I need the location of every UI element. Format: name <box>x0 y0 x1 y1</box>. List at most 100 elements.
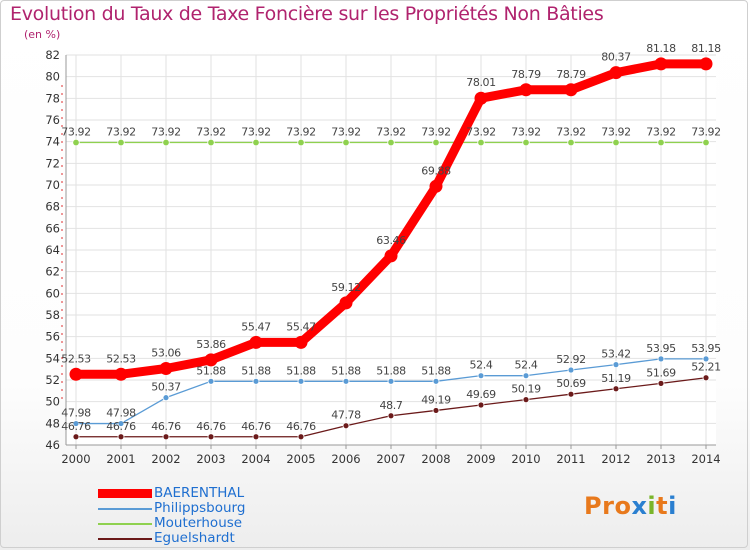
data-label-philippsbourg: 51.88 <box>421 364 451 377</box>
logo-letter: i <box>668 492 677 520</box>
data-point-baerenthal <box>114 367 128 381</box>
data-label-eguelshardt: 46.76 <box>151 420 181 433</box>
data-label-philippsbourg: 47.98 <box>106 407 136 420</box>
data-label-mouterhouse: 73.92 <box>331 126 361 139</box>
data-label-mouterhouse: 73.92 <box>556 126 586 139</box>
data-point-eguelshardt <box>117 433 125 441</box>
data-label-eguelshardt: 46.76 <box>196 420 226 433</box>
x-tick-label: 2009 <box>466 452 495 466</box>
data-point-eguelshardt <box>297 433 305 441</box>
logo-letter: P <box>584 492 603 520</box>
y-tick-label: 48 <box>45 416 60 430</box>
data-label-eguelshardt: 49.19 <box>421 393 451 406</box>
data-label-philippsbourg: 52.4 <box>515 359 538 372</box>
data-point-mouterhouse <box>252 138 260 147</box>
y-tick-label: 76 <box>45 113 60 127</box>
data-label-eguelshardt: 52.21 <box>691 361 721 374</box>
data-point-baerenthal <box>699 57 713 71</box>
data-point-mouterhouse <box>342 138 350 147</box>
data-point-baerenthal <box>204 353 218 367</box>
logo-letter: x <box>631 492 648 520</box>
data-point-eguelshardt <box>657 379 665 387</box>
x-tick-label: 2011 <box>556 452 585 466</box>
data-point-eguelshardt <box>252 433 260 441</box>
data-label-baerenthal: 52.53 <box>61 352 91 365</box>
data-point-baerenthal <box>474 91 488 105</box>
data-point-baerenthal <box>519 83 533 97</box>
data-point-eguelshardt <box>162 433 170 441</box>
data-label-mouterhouse: 73.92 <box>691 126 721 139</box>
data-label-mouterhouse: 73.92 <box>601 126 631 139</box>
data-point-mouterhouse <box>702 138 710 147</box>
data-point-mouterhouse <box>522 138 530 147</box>
data-point-mouterhouse <box>72 138 80 147</box>
y-tick-label: 56 <box>45 330 60 344</box>
data-label-baerenthal: 78.01 <box>466 76 496 89</box>
y-tick-label: 80 <box>45 70 60 84</box>
y-tick-label: 68 <box>45 200 60 214</box>
data-label-eguelshardt: 48.7 <box>380 399 403 412</box>
legend-item-mouterhouse: Mouterhouse <box>98 516 245 531</box>
data-label-mouterhouse: 73.92 <box>511 126 541 139</box>
data-point-baerenthal <box>654 57 668 71</box>
x-tick-label: 2012 <box>601 452 630 466</box>
x-tick-label: 2008 <box>421 452 450 466</box>
legend-item-baerenthal: BAERENTHAL <box>98 486 245 501</box>
legend-swatch-mouterhouse <box>98 522 152 525</box>
data-point-mouterhouse <box>657 138 665 147</box>
data-point-mouterhouse <box>612 138 620 147</box>
data-point-eguelshardt <box>702 374 710 382</box>
data-label-baerenthal: 81.18 <box>646 42 676 55</box>
y-tick-label: 78 <box>45 91 60 105</box>
x-tick-label: 2000 <box>61 452 90 466</box>
data-point-baerenthal <box>429 179 443 193</box>
data-point-philippsbourg <box>522 372 530 380</box>
data-point-eguelshardt <box>432 407 440 414</box>
data-point-baerenthal <box>339 296 353 310</box>
data-label-baerenthal: 55.47 <box>286 320 316 333</box>
data-label-eguelshardt: 51.19 <box>601 372 631 385</box>
logo-letter: r <box>602 492 615 520</box>
data-label-mouterhouse: 73.92 <box>196 126 226 139</box>
data-label-baerenthal: 81.18 <box>691 42 721 55</box>
data-label-mouterhouse: 73.92 <box>151 126 181 139</box>
data-label-baerenthal: 78.79 <box>556 68 586 81</box>
data-point-baerenthal <box>294 335 308 349</box>
y-tick-label: 54 <box>45 351 60 365</box>
data-label-baerenthal: 59.12 <box>331 281 361 294</box>
data-point-eguelshardt <box>567 390 575 398</box>
data-label-mouterhouse: 73.92 <box>466 126 496 139</box>
logo-letter: o <box>614 492 632 520</box>
chart-title: Evolution du Taux de Taxe Foncière sur l… <box>10 3 604 25</box>
data-label-baerenthal: 55.47 <box>241 320 271 333</box>
legend-label: Eguelshardt <box>154 530 235 546</box>
data-label-baerenthal: 53.86 <box>196 338 226 351</box>
data-point-philippsbourg <box>477 372 485 380</box>
data-point-mouterhouse <box>477 138 485 147</box>
data-point-eguelshardt <box>342 422 350 430</box>
data-point-mouterhouse <box>207 138 215 147</box>
data-label-baerenthal: 63.46 <box>376 234 406 247</box>
data-label-mouterhouse: 73.92 <box>61 126 91 139</box>
data-label-philippsbourg: 51.88 <box>286 364 316 377</box>
data-point-mouterhouse <box>567 138 575 147</box>
legend-swatch-philippsbourg <box>98 507 152 510</box>
data-label-baerenthal: 78.79 <box>511 68 541 81</box>
data-label-philippsbourg: 53.95 <box>646 342 676 355</box>
x-tick-label: 2010 <box>511 452 540 466</box>
data-label-eguelshardt: 46.76 <box>241 420 271 433</box>
legend-swatch-eguelshardt <box>98 537 152 540</box>
data-point-eguelshardt <box>387 412 395 420</box>
data-point-eguelshardt <box>207 433 215 441</box>
data-label-baerenthal: 69.88 <box>421 164 451 177</box>
data-point-mouterhouse <box>297 138 305 147</box>
y-tick-label: 46 <box>45 438 60 452</box>
data-point-eguelshardt <box>72 433 80 441</box>
x-tick-label: 2002 <box>151 452 180 466</box>
data-point-philippsbourg <box>612 361 620 369</box>
x-tick-label: 2014 <box>691 452 720 466</box>
data-point-baerenthal <box>159 362 173 376</box>
data-point-mouterhouse <box>162 138 170 147</box>
data-label-philippsbourg: 51.88 <box>331 364 361 377</box>
y-tick-label: 64 <box>45 243 60 257</box>
